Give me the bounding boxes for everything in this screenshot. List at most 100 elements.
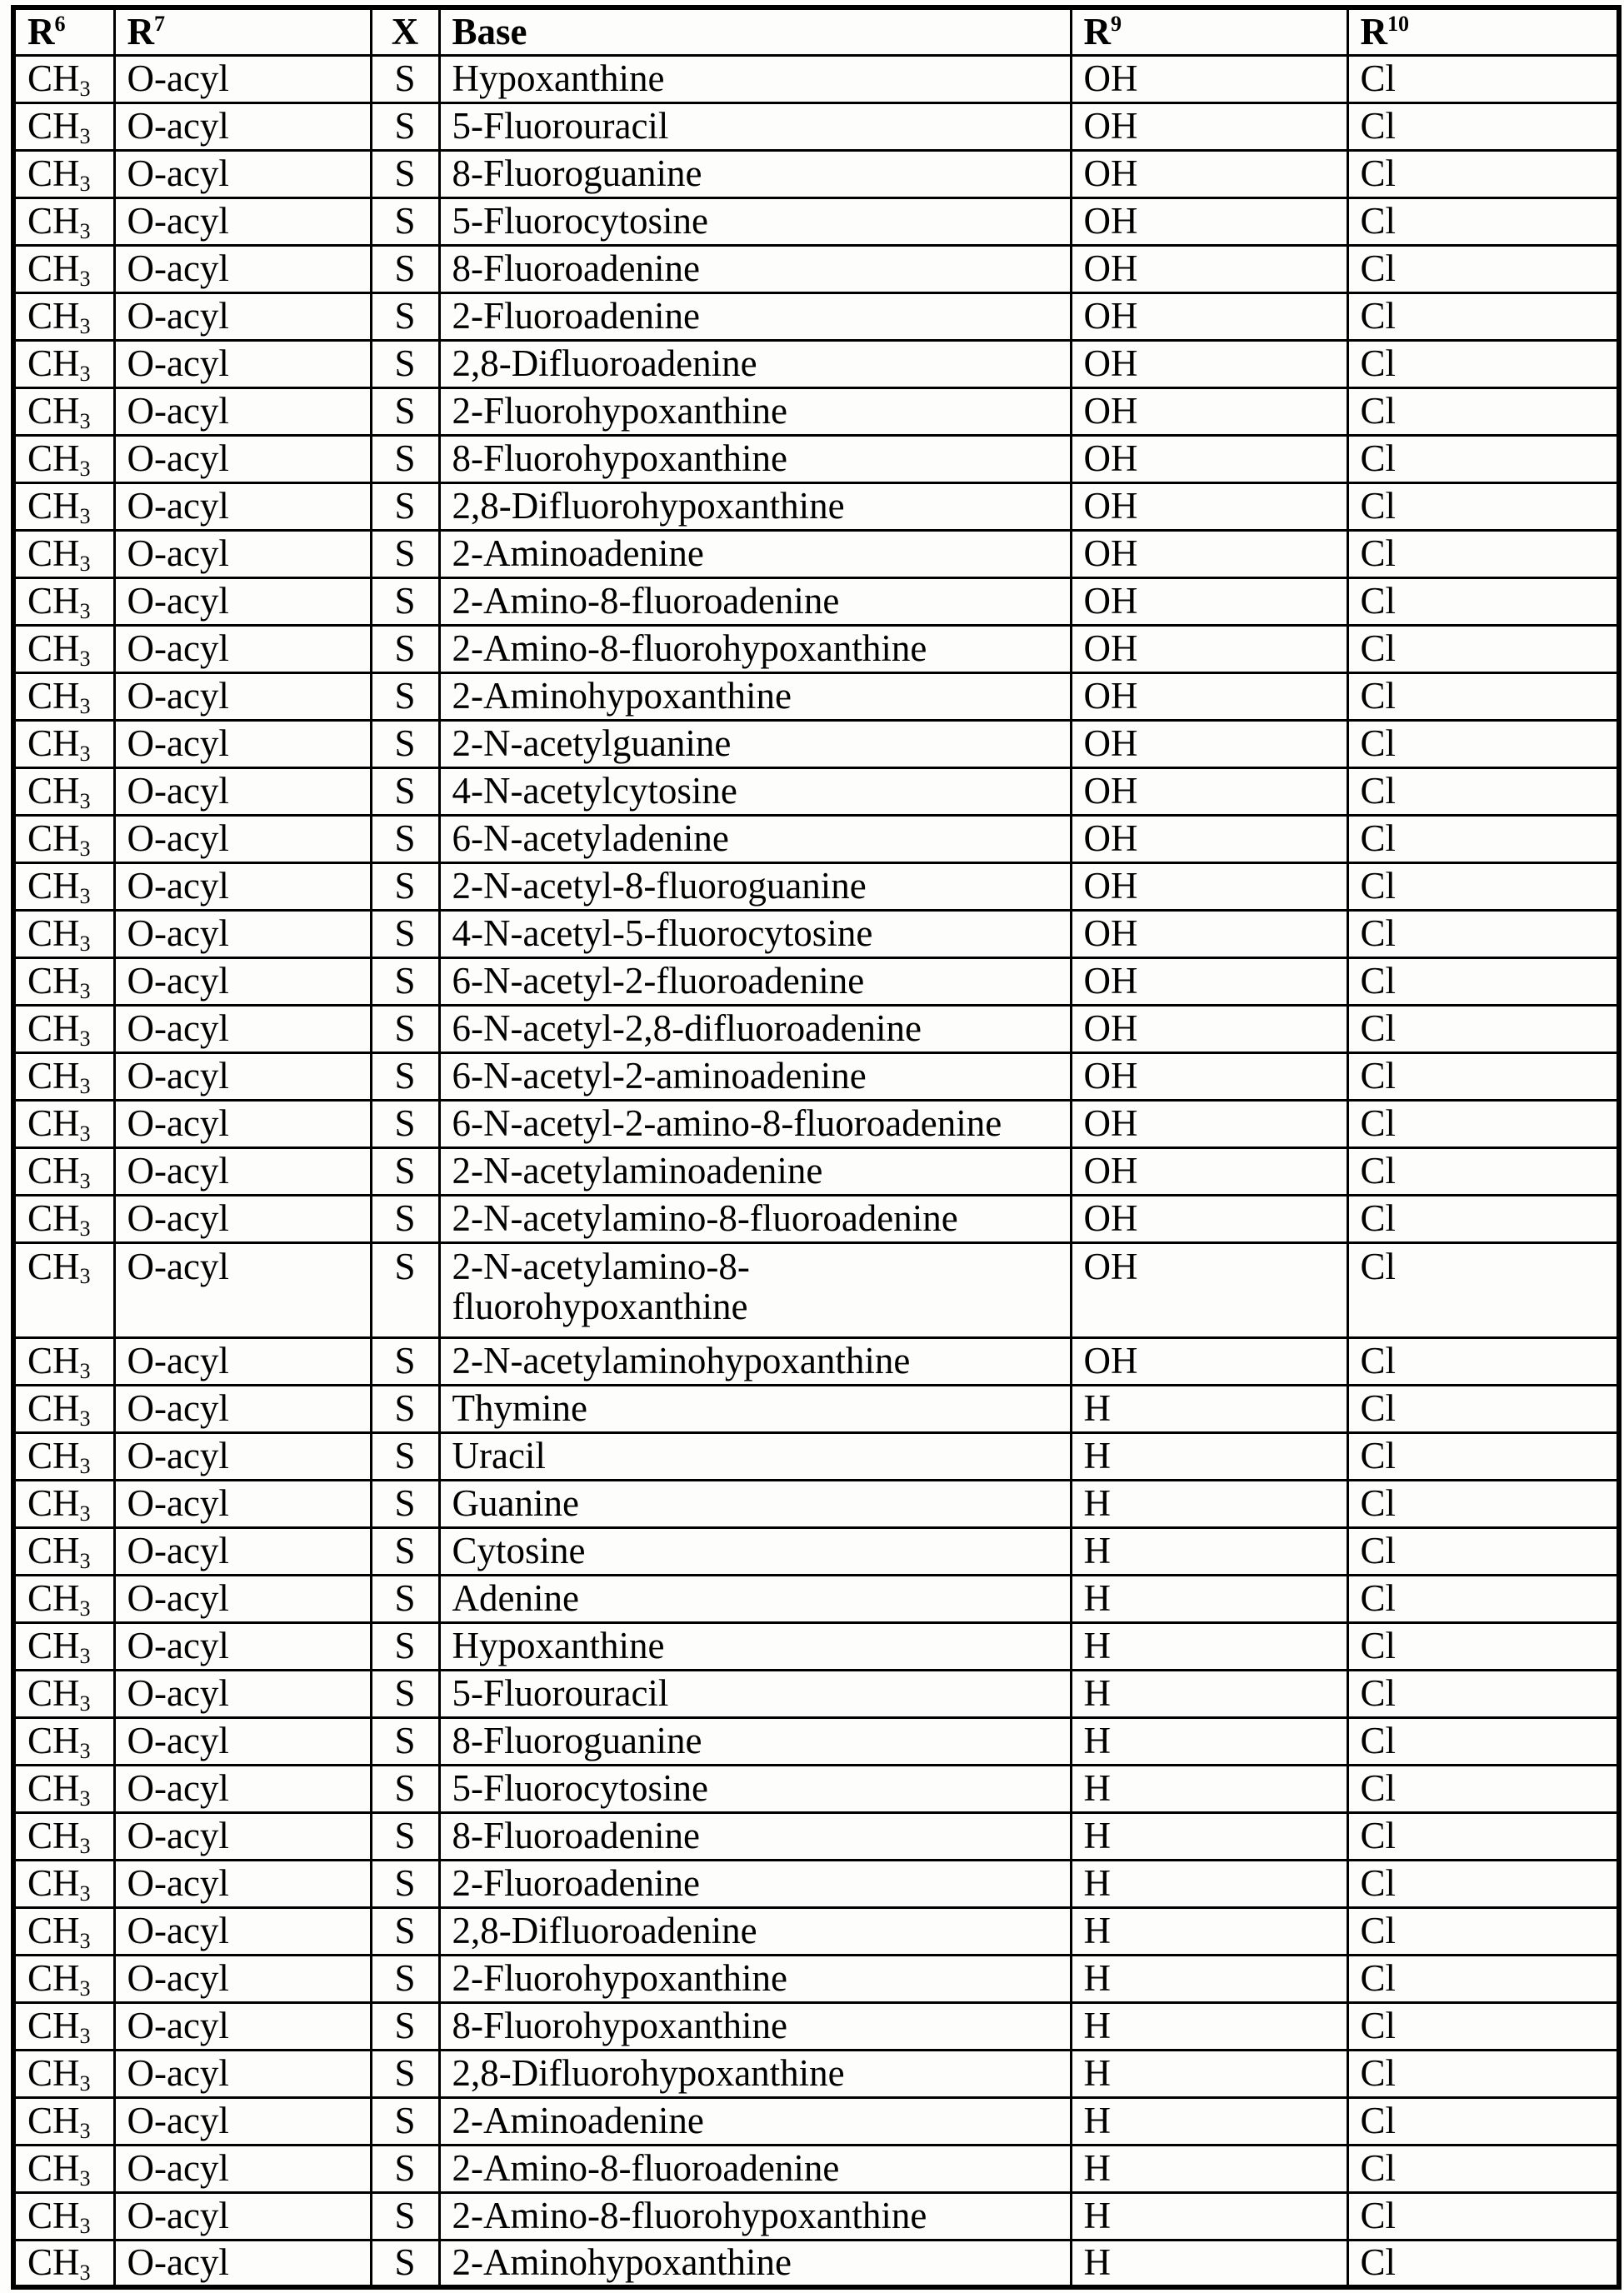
cell-r7: O-acyl [112,1763,372,1814]
base-name: 2-Fluorohypoxanthine [452,390,787,432]
table-row: CH3 O-acyl S 8-Fluoroadenine OH Cl [12,243,1621,294]
table-row: CH3 O-acyl S 4-N-acetyl-5-fluorocytosine OH C… [12,908,1621,959]
r6-value: CH [27,2147,80,2190]
r6-subscript: 3 [79,1833,91,1858]
r6-value: CH [27,437,80,480]
base-name-continued: fluorohypoxanthine [452,1286,748,1328]
r6-value: CH [27,2005,80,2047]
r6-subscript: 3 [79,1453,91,1478]
cell-base: 2-Fluorohypoxanthine [437,1953,1072,2004]
cell-x: S [369,2096,441,2146]
cell-base: 8-Fluorohypoxanthine [437,2001,1072,2051]
cell-r6: CH3 [12,101,116,152]
cell-r6: CH3 [12,1478,116,1529]
r6-value: CH [27,770,80,812]
base-name: 2-Aminoadenine [452,532,704,575]
cell-x: S [369,766,441,817]
cell-x: S [369,243,441,294]
cell-r7: O-acyl [112,813,372,864]
base-name: 8-Fluoroguanine [452,1720,702,1762]
r6-subscript: 3 [79,1928,91,1953]
base-name: 2-Fluoroadenine [452,1862,700,1905]
table-row: CH3 O-acyl S 5-Fluorocytosine H Cl [12,1763,1621,1814]
cell-r6: CH3 [12,1098,116,1149]
cell-r7: O-acyl [112,1431,372,1481]
r6-value: CH [27,1435,80,1477]
cell-r9: H [1069,2143,1349,2194]
header-r7: R7 [112,6,372,57]
r6-subscript: 3 [79,551,91,576]
cell-x: S [369,2001,441,2051]
cell-r10: Cl [1346,861,1621,912]
table-row: CH3 O-acyl S Adenine H Cl [12,1573,1621,1624]
cell-r9: OH [1069,1051,1349,1102]
cell-r10: Cl [1346,1146,1621,1196]
cell-base: 4-N-acetyl-5-fluorocytosine [437,908,1072,959]
r6-subscript: 3 [79,456,91,481]
cell-r10: Cl [1346,2238,1621,2289]
cell-x: S [369,1098,441,1149]
cell-x: S [369,101,441,152]
cell-r6: CH3 [12,196,116,247]
cell-x: S [369,148,441,199]
cell-x: S [369,1526,441,1576]
table-row: CH3 O-acyl S 2-Fluoroadenine OH Cl [12,291,1621,342]
table-row: CH3 O-acyl S 8-Fluoroadenine H Cl [12,1811,1621,1861]
r6-value: CH [27,1672,80,1715]
header-x-label: X [391,10,419,52]
cell-r10: Cl [1346,1478,1621,1529]
base-name: 2-N-acetylamino-8- [452,1245,750,1287]
r6-value: CH [27,1577,80,1620]
r6-subscript: 3 [79,1026,91,1051]
table-row: CH3 O-acyl S 2-Fluorohypoxanthine OH Cl [12,386,1621,437]
base-name: 8-Fluorohypoxanthine [452,437,787,480]
table-row: CH3 O-acyl S 6-N-acetyladenine OH Cl [12,813,1621,864]
r6-subscript: 3 [79,1738,91,1763]
cell-r10: Cl [1346,1098,1621,1149]
cell-r6: CH3 [12,1336,116,1386]
cell-r6: CH3 [12,2238,116,2289]
table-row: CH3 O-acyl S 2,8-Difluoroadenine H Cl [12,1906,1621,1956]
cell-x: S [369,1431,441,1481]
r6-value: CH [27,1957,80,2000]
cell-r9: H [1069,2001,1349,2051]
header-r6-sup: 6 [54,11,66,36]
cell-x: S [369,1383,441,1434]
r6-value: CH [27,200,80,242]
cell-r9: H [1069,1668,1349,1719]
header-r10-sup: 10 [1387,11,1410,36]
r6-subscript: 3 [79,646,91,671]
cell-r7: O-acyl [112,908,372,959]
cell-r6: CH3 [12,813,116,864]
cell-x: S [369,338,441,389]
cell-r9: OH [1069,291,1349,342]
r6-subscript: 3 [79,1406,91,1431]
cell-x: S [369,386,441,437]
base-name: Hypoxanthine [452,1625,665,1667]
table-row: CH3 O-acyl S 2-Fluorohypoxanthine H Cl [12,1953,1621,2004]
cell-r6: CH3 [12,528,116,579]
cell-r7: O-acyl [112,2001,372,2051]
base-name: 8-Fluoroadenine [452,1815,700,1857]
base-name: 2-Aminohypoxanthine [452,675,792,717]
cell-r10: Cl [1346,291,1621,342]
r6-subscript: 3 [79,1786,91,1811]
cell-r6: CH3 [12,623,116,674]
r6-value: CH [27,1530,80,1572]
r6-subscript: 3 [79,741,91,766]
r6-value: CH [27,532,80,575]
cell-base: 5-Fluorocytosine [437,196,1072,247]
r6-subscript: 3 [79,2213,91,2238]
table-row: CH3 O-acyl S 2-N-acetylaminohypoxanthine OH C… [12,1336,1621,1386]
r6-subscript: 3 [79,836,91,861]
cell-r6: CH3 [12,2191,116,2241]
cell-r9: OH [1069,433,1349,484]
cell-r6: CH3 [12,148,116,199]
cell-r9: OH [1069,528,1349,579]
cell-x: S [369,908,441,959]
cell-r10: Cl [1346,528,1621,579]
r6-subscript: 3 [79,361,91,386]
r6-subscript: 3 [79,408,91,433]
cell-base: 2-Fluorohypoxanthine [437,386,1072,437]
cell-r7: O-acyl [112,528,372,579]
